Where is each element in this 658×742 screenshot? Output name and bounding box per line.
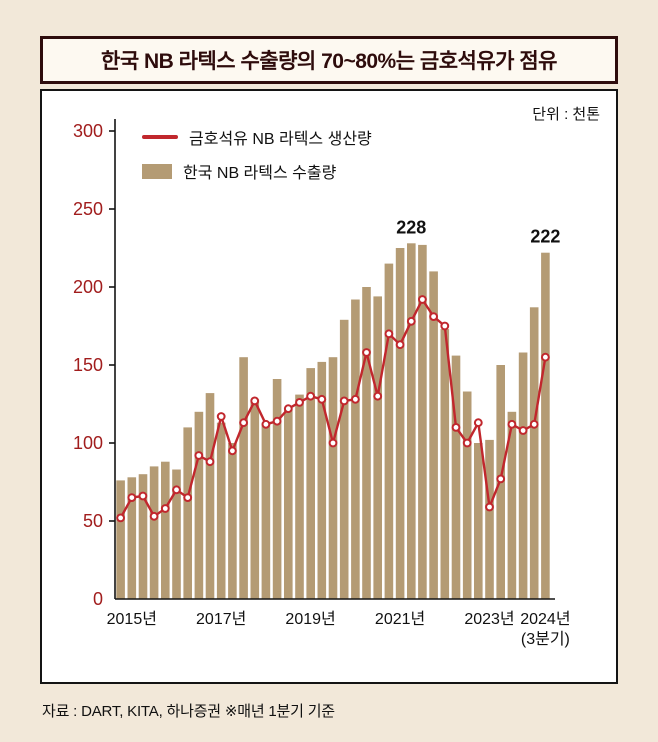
- svg-text:200: 200: [73, 277, 103, 297]
- chart-panel: 단위 : 천톤 금호석유 NB 라텍스 생산량 한국 NB 라텍스 수출량 30…: [40, 89, 618, 684]
- svg-text:300: 300: [73, 121, 103, 141]
- svg-text:50: 50: [83, 511, 103, 531]
- svg-text:2024년: 2024년: [520, 610, 570, 628]
- svg-text:150: 150: [73, 355, 103, 375]
- legend-label-production: 금호석유 NB 라텍스 생산량: [189, 131, 372, 148]
- svg-text:2017년: 2017년: [196, 610, 246, 628]
- svg-text:100: 100: [73, 433, 103, 453]
- bar-series-swatch-icon: [142, 163, 172, 179]
- legend-item-production: 금호석유 NB 라텍스 생산량: [142, 125, 372, 149]
- page-title: 한국 NB 라텍스 수출량의 70~80%는 금호석유가 점유: [101, 50, 557, 73]
- legend-label-exports: 한국 NB 라텍스 수출량: [183, 165, 337, 182]
- svg-text:250: 250: [73, 199, 103, 219]
- svg-text:228: 228: [396, 217, 426, 237]
- svg-text:222: 222: [530, 227, 560, 247]
- source-note: 자료 : DART, KITA, 하나증권 ※매년 1분기 기준: [42, 703, 335, 720]
- svg-text:(3분기): (3분기): [521, 630, 570, 648]
- unit-label: 단위 : 천톤: [532, 106, 600, 123]
- line-series-swatch-icon: [142, 135, 178, 139]
- svg-text:2019년: 2019년: [285, 610, 335, 628]
- legend-item-exports: 한국 NB 라텍스 수출량: [142, 159, 372, 183]
- svg-text:0: 0: [93, 589, 103, 609]
- svg-text:2015년: 2015년: [107, 610, 157, 628]
- headline-box: 한국 NB 라텍스 수출량의 70~80%는 금호석유가 점유: [40, 36, 618, 84]
- svg-text:2021년: 2021년: [375, 610, 425, 628]
- chart-legend: 금호석유 NB 라텍스 생산량 한국 NB 라텍스 수출량: [142, 125, 372, 183]
- svg-text:2023년: 2023년: [464, 610, 514, 628]
